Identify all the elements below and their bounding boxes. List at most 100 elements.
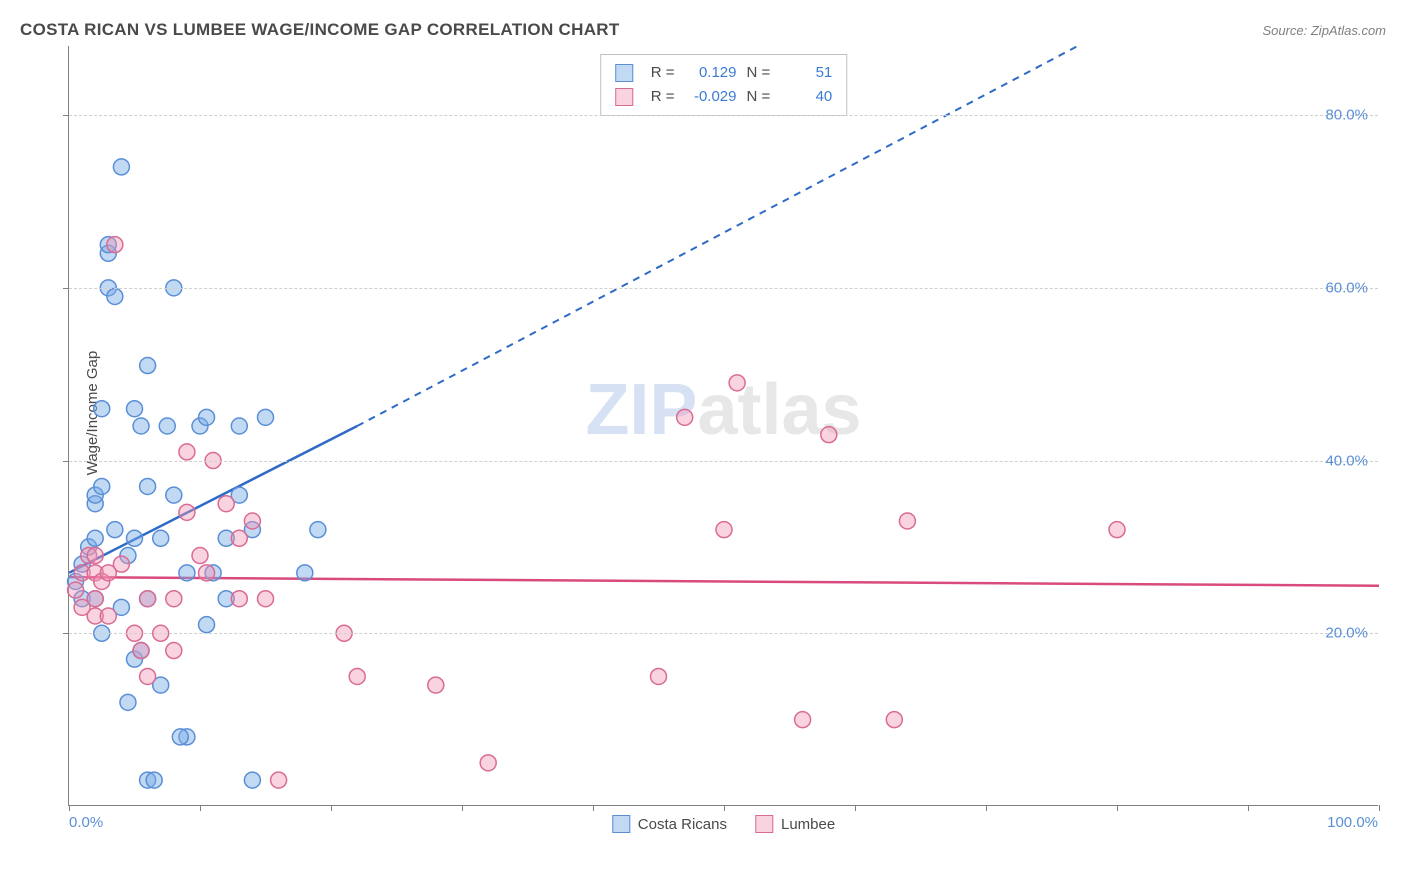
data-point <box>297 565 313 581</box>
data-point <box>146 772 162 788</box>
gridline <box>69 461 1378 462</box>
data-point <box>677 409 693 425</box>
legend-row-1: R = 0.129 N = 51 <box>615 61 833 85</box>
data-point <box>821 427 837 443</box>
x-tick <box>593 805 594 811</box>
x-tick <box>724 805 725 811</box>
gridline <box>69 115 1378 116</box>
gridline <box>69 288 1378 289</box>
chart-title: COSTA RICAN VS LUMBEE WAGE/INCOME GAP CO… <box>20 20 620 40</box>
x-tick <box>1248 805 1249 811</box>
legend-r-value-1: 0.129 <box>685 61 737 85</box>
data-point <box>107 237 123 253</box>
y-tick <box>63 288 69 289</box>
data-point <box>179 444 195 460</box>
data-point <box>94 478 110 494</box>
legend-item-1: Costa Ricans <box>612 815 727 833</box>
legend-label-1: Costa Ricans <box>638 816 727 833</box>
data-point <box>127 530 143 546</box>
data-point <box>133 418 149 434</box>
data-point <box>166 487 182 503</box>
data-point <box>218 496 234 512</box>
y-tick <box>63 461 69 462</box>
legend-n-value-1: 51 <box>780 61 832 85</box>
data-point <box>113 159 129 175</box>
correlation-legend: R = 0.129 N = 51 R = -0.029 N = 40 <box>600 54 848 116</box>
data-point <box>87 548 103 564</box>
data-point <box>310 522 326 538</box>
data-point <box>153 530 169 546</box>
data-point <box>271 772 287 788</box>
x-tick <box>1379 805 1380 811</box>
gridline <box>69 633 1378 634</box>
data-point <box>1109 522 1125 538</box>
y-tick <box>63 115 69 116</box>
data-point <box>94 401 110 417</box>
y-tick-label: 40.0% <box>1325 452 1368 469</box>
data-point <box>140 591 156 607</box>
data-point <box>120 694 136 710</box>
plot-area: ZIPatlas R = 0.129 N = 51 R = -0.029 N =… <box>68 46 1378 806</box>
legend-r-label: R = <box>651 61 675 85</box>
data-point <box>192 548 208 564</box>
legend-item-2: Lumbee <box>755 815 835 833</box>
data-point <box>87 530 103 546</box>
data-point <box>729 375 745 391</box>
source-label: Source: ZipAtlas.com <box>1262 23 1386 38</box>
series-legend: Costa Ricans Lumbee <box>612 815 835 833</box>
data-point <box>231 591 247 607</box>
data-point <box>349 668 365 684</box>
data-point <box>166 591 182 607</box>
data-point <box>140 668 156 684</box>
data-point <box>87 591 103 607</box>
data-point <box>716 522 732 538</box>
data-point <box>480 755 496 771</box>
data-point <box>199 565 215 581</box>
header-row: COSTA RICAN VS LUMBEE WAGE/INCOME GAP CO… <box>20 20 1386 40</box>
data-point <box>886 712 902 728</box>
x-tick <box>855 805 856 811</box>
data-point <box>166 643 182 659</box>
data-point <box>244 513 260 529</box>
data-point <box>100 608 116 624</box>
x-tick <box>986 805 987 811</box>
data-point <box>172 729 188 745</box>
data-point <box>199 617 215 633</box>
x-axis-min-label: 0.0% <box>69 814 103 831</box>
legend-r-label: R = <box>651 85 675 109</box>
legend-swatch-1 <box>612 815 630 833</box>
y-tick-label: 20.0% <box>1325 625 1368 642</box>
data-point <box>795 712 811 728</box>
legend-n-label: N = <box>747 61 771 85</box>
data-point <box>140 358 156 374</box>
legend-row-2: R = -0.029 N = 40 <box>615 85 833 109</box>
data-point <box>107 288 123 304</box>
legend-swatch-series-2 <box>615 88 633 106</box>
data-point <box>258 591 274 607</box>
data-point <box>179 504 195 520</box>
data-point <box>133 643 149 659</box>
data-point <box>179 565 195 581</box>
data-point <box>159 418 175 434</box>
y-tick <box>63 633 69 634</box>
x-tick <box>69 805 70 811</box>
x-tick <box>462 805 463 811</box>
data-point <box>68 582 84 598</box>
chart-container: COSTA RICAN VS LUMBEE WAGE/INCOME GAP CO… <box>20 20 1386 806</box>
legend-swatch-series-1 <box>615 64 633 82</box>
x-axis-max-label: 100.0% <box>1327 814 1378 831</box>
x-tick <box>1117 805 1118 811</box>
data-point <box>428 677 444 693</box>
scatter-points-layer <box>69 46 1378 805</box>
data-point <box>113 556 129 572</box>
legend-swatch-2 <box>755 815 773 833</box>
y-tick-label: 60.0% <box>1325 279 1368 296</box>
data-point <box>231 418 247 434</box>
data-point <box>244 772 260 788</box>
legend-r-value-2: -0.029 <box>685 85 737 109</box>
data-point <box>899 513 915 529</box>
data-point <box>199 409 215 425</box>
x-tick <box>200 805 201 811</box>
data-point <box>231 530 247 546</box>
y-tick-label: 80.0% <box>1325 107 1368 124</box>
